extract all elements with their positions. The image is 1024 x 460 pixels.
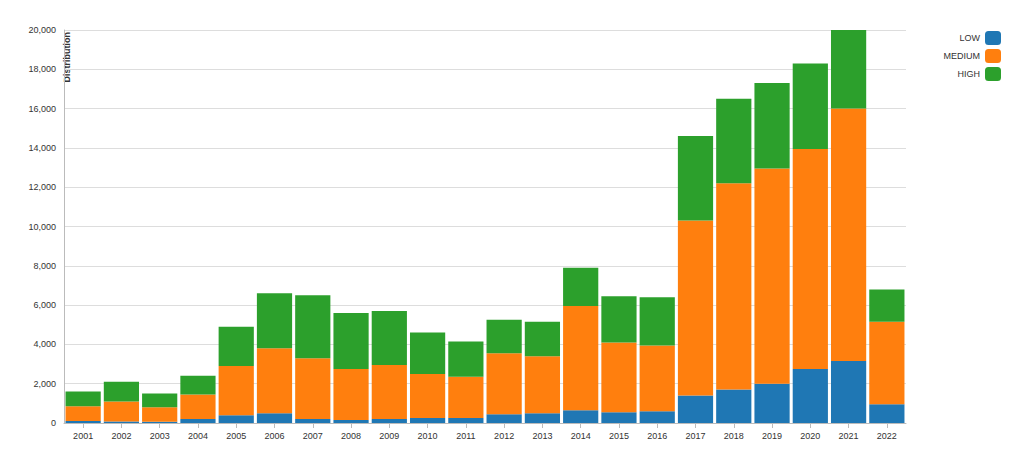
svg-text:LOW: LOW	[959, 33, 980, 43]
svg-text:2002: 2002	[111, 431, 131, 441]
svg-text:2007: 2007	[303, 431, 323, 441]
svg-text:2,000: 2,000	[33, 379, 56, 389]
svg-text:2021: 2021	[839, 431, 859, 441]
svg-text:2006: 2006	[264, 431, 284, 441]
svg-text:Distribution: Distribution	[62, 32, 72, 83]
svg-text:18,000: 18,000	[28, 64, 56, 74]
svg-text:4,000: 4,000	[33, 339, 56, 349]
svg-text:16,000: 16,000	[28, 104, 56, 114]
svg-text:HIGH: HIGH	[958, 69, 981, 79]
svg-text:2004: 2004	[188, 431, 208, 441]
svg-text:0: 0	[51, 418, 56, 428]
svg-text:2005: 2005	[226, 431, 246, 441]
svg-text:2017: 2017	[685, 431, 705, 441]
svg-text:MEDIUM: MEDIUM	[944, 51, 981, 61]
svg-text:2003: 2003	[150, 431, 170, 441]
svg-text:2011: 2011	[456, 431, 475, 441]
svg-text:2009: 2009	[379, 431, 399, 441]
svg-text:6,000: 6,000	[33, 300, 56, 310]
svg-text:20,000: 20,000	[28, 25, 56, 35]
svg-text:2019: 2019	[762, 431, 782, 441]
svg-text:2008: 2008	[341, 431, 361, 441]
svg-text:2015: 2015	[609, 431, 629, 441]
svg-text:14,000: 14,000	[28, 143, 56, 153]
svg-text:2018: 2018	[724, 431, 744, 441]
svg-text:2001: 2001	[73, 431, 93, 441]
svg-text:2016: 2016	[647, 431, 667, 441]
svg-text:12,000: 12,000	[28, 182, 56, 192]
svg-text:2013: 2013	[532, 431, 552, 441]
svg-text:2020: 2020	[800, 431, 820, 441]
svg-text:2012: 2012	[494, 431, 514, 441]
svg-text:2010: 2010	[418, 431, 438, 441]
svg-text:2014: 2014	[571, 431, 591, 441]
svg-text:8,000: 8,000	[33, 261, 56, 271]
svg-text:2022: 2022	[877, 431, 897, 441]
svg-text:10,000: 10,000	[28, 222, 56, 232]
